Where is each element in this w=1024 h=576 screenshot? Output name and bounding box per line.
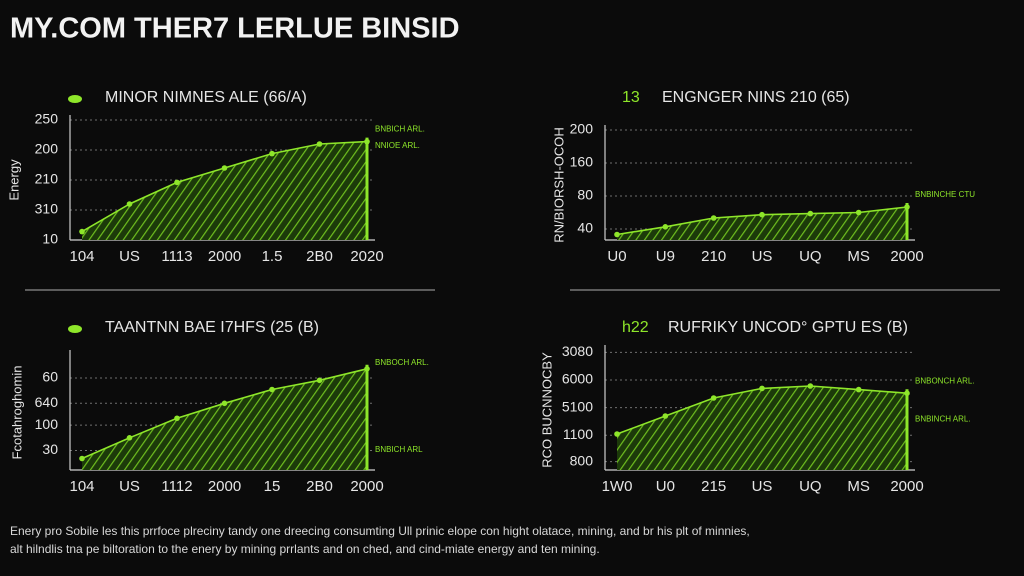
annotation: NNIOE ARL.	[375, 141, 420, 150]
y-axis-label: Energy	[6, 159, 21, 201]
y-tick-label: 5100	[562, 398, 593, 414]
point	[221, 400, 228, 407]
x-tick-label: 2000	[208, 478, 241, 495]
y-tick-label: 10	[42, 231, 58, 247]
y-tick-label: 6000	[562, 371, 593, 387]
x-tick-label: 2000	[208, 248, 241, 265]
point	[662, 413, 669, 419]
y-tick-label: 310	[35, 201, 59, 217]
x-tick-label: 210	[701, 248, 726, 265]
title-prefix: h22	[622, 319, 649, 336]
chart-title: MINOR NIMNES ALE (66/A)	[105, 89, 307, 106]
y-tick-label: 30	[42, 441, 58, 457]
x-tick-label: MS	[847, 248, 870, 265]
x-tick-label: 2000	[890, 478, 923, 495]
point	[126, 201, 133, 207]
area	[82, 368, 367, 470]
y-tick-label: 210	[35, 171, 59, 187]
y-tick-label: 640	[35, 394, 59, 410]
x-tick-label: US	[119, 478, 140, 495]
x-tick-label: MS	[847, 478, 870, 495]
point	[662, 224, 669, 230]
x-tick-label: US	[752, 478, 773, 495]
x-tick-label: 1112	[161, 478, 192, 495]
x-tick-label: US	[119, 248, 140, 265]
y-tick-label: 80	[577, 187, 593, 203]
x-tick-label: 2000	[890, 248, 923, 265]
point	[79, 228, 85, 235]
y-tick-label: 800	[570, 452, 594, 468]
x-tick-label: 1.5	[262, 248, 283, 265]
point	[614, 231, 620, 238]
y-axis-label: RN/BIORSH-OCOH	[551, 127, 566, 243]
y-tick-label: 160	[570, 154, 594, 170]
annotation: BNBICH ARL	[375, 445, 423, 454]
page-title: MY.COM THER7 LERLUE BINSID	[10, 13, 460, 45]
point	[614, 431, 620, 437]
area	[82, 141, 367, 240]
point	[316, 377, 323, 384]
x-tick-label: U9	[656, 248, 675, 265]
title-icon	[68, 325, 82, 333]
annotation: BNBICH ARL.	[375, 125, 425, 134]
y-tick-label: 250	[35, 111, 59, 127]
point	[710, 215, 717, 221]
x-tick-label: 2000	[350, 478, 383, 495]
annotation: BNBONCH ARL.	[915, 376, 975, 385]
x-tick-label: 1113	[161, 248, 192, 265]
y-tick-label: 200	[35, 141, 59, 157]
x-tick-label: 104	[69, 248, 94, 265]
footer-line: alt hilndlis tna pe biltoration to the e…	[10, 542, 600, 556]
title-prefix: 13	[622, 89, 640, 106]
x-tick-label: US	[752, 248, 773, 265]
x-tick-label: 104	[69, 478, 94, 495]
point	[855, 209, 862, 216]
chart-title: RUFRIKY UNCOD° GPTU ES (B)	[668, 319, 908, 336]
annotation: BNBOCH ARL.	[375, 358, 429, 367]
x-tick-label: U0	[607, 248, 626, 265]
point	[807, 383, 814, 389]
x-tick-label: 2B0	[306, 478, 333, 495]
y-tick-label: 200	[570, 121, 594, 137]
x-tick-label: UQ	[799, 248, 822, 265]
y-tick-label: 60	[42, 369, 58, 385]
point	[174, 179, 180, 186]
y-axis-label: RCO BUCNNOCBY	[539, 352, 554, 468]
x-tick-label: 2B0	[306, 248, 333, 265]
y-tick-label: 40	[577, 220, 593, 236]
area	[617, 207, 907, 240]
y-tick-label: 100	[35, 416, 59, 432]
point	[855, 386, 862, 393]
point	[221, 165, 228, 171]
x-tick-label: 15	[264, 478, 281, 495]
x-tick-label: 1W0	[602, 478, 633, 495]
point	[807, 210, 814, 217]
point	[759, 211, 765, 218]
point	[759, 385, 765, 392]
point	[174, 415, 180, 422]
title-icon	[68, 95, 82, 103]
point	[79, 455, 85, 462]
chart-title: TAANTNN BAE I7HFS (25 (B)	[105, 319, 319, 336]
point	[269, 150, 275, 157]
annotation: BNBINCHE CTU	[915, 190, 975, 199]
point	[316, 141, 323, 147]
point	[269, 386, 275, 393]
y-tick-label: 3080	[562, 343, 593, 359]
point	[710, 395, 717, 401]
x-tick-label: 2020	[350, 248, 383, 265]
y-tick-label: 1100	[563, 426, 593, 442]
x-tick-label: UQ	[799, 478, 822, 495]
x-tick-label: 215	[701, 478, 726, 495]
annotation: BNBINCH ARL.	[915, 414, 971, 423]
point	[126, 435, 133, 441]
x-tick-label: U0	[656, 478, 675, 495]
area	[617, 386, 907, 470]
footer-line: Enery pro Sobile les this prrfoce plreci…	[10, 524, 750, 538]
y-axis-label: Fcotahroghomin	[9, 366, 24, 460]
chart-title: ENGNGER NINS 210 (65)	[662, 89, 850, 106]
